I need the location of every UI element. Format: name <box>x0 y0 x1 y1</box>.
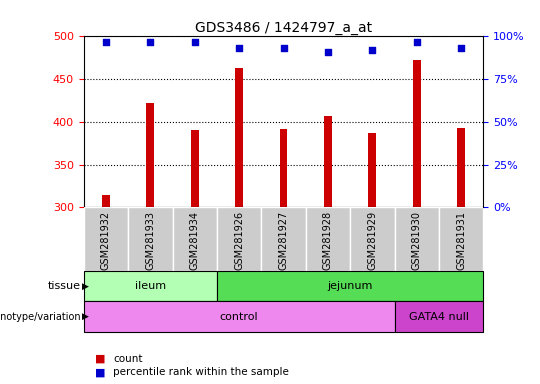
Text: ileum: ileum <box>135 281 166 291</box>
Text: jejunum: jejunum <box>327 281 373 291</box>
Bar <box>235 68 243 207</box>
Bar <box>439 207 483 271</box>
Bar <box>128 207 172 271</box>
Text: ■: ■ <box>94 354 105 364</box>
Point <box>457 45 465 51</box>
Bar <box>217 207 261 271</box>
Point <box>323 49 332 55</box>
Bar <box>102 195 110 207</box>
Text: GSM281931: GSM281931 <box>456 210 466 270</box>
Text: GSM281927: GSM281927 <box>279 210 288 270</box>
Text: genotype/variation: genotype/variation <box>0 312 81 322</box>
Bar <box>324 116 332 207</box>
Bar <box>368 133 376 207</box>
Bar <box>84 301 395 332</box>
Point <box>191 38 199 45</box>
Text: percentile rank within the sample: percentile rank within the sample <box>113 367 289 377</box>
Point <box>368 47 376 53</box>
Bar <box>395 301 483 332</box>
Text: ▶: ▶ <box>82 281 89 291</box>
Text: ▶: ▶ <box>82 312 89 321</box>
Bar <box>280 129 287 207</box>
Bar <box>217 271 483 301</box>
Bar <box>146 103 154 207</box>
Point <box>146 38 154 45</box>
Bar <box>261 207 306 271</box>
Point <box>235 45 244 51</box>
Bar <box>306 207 350 271</box>
Text: ■: ■ <box>94 367 105 377</box>
Text: GSM281930: GSM281930 <box>411 210 422 270</box>
Title: GDS3486 / 1424797_a_at: GDS3486 / 1424797_a_at <box>195 22 372 35</box>
Point <box>413 38 421 45</box>
Text: GATA4 null: GATA4 null <box>409 312 469 322</box>
Text: count: count <box>113 354 143 364</box>
Point <box>102 38 110 45</box>
Bar <box>172 207 217 271</box>
Text: tissue: tissue <box>48 281 81 291</box>
Bar <box>350 207 395 271</box>
Text: GSM281926: GSM281926 <box>234 210 244 270</box>
Bar <box>191 131 199 207</box>
Text: GSM281928: GSM281928 <box>323 210 333 270</box>
Bar <box>84 207 128 271</box>
Bar <box>457 128 465 207</box>
Text: GSM281934: GSM281934 <box>190 210 200 270</box>
Text: GSM281929: GSM281929 <box>367 210 377 270</box>
Text: GSM281932: GSM281932 <box>101 210 111 270</box>
Bar <box>413 60 421 207</box>
Point <box>279 45 288 51</box>
Text: control: control <box>220 312 259 322</box>
Text: GSM281933: GSM281933 <box>145 210 156 270</box>
Bar <box>395 207 439 271</box>
Bar <box>84 271 217 301</box>
